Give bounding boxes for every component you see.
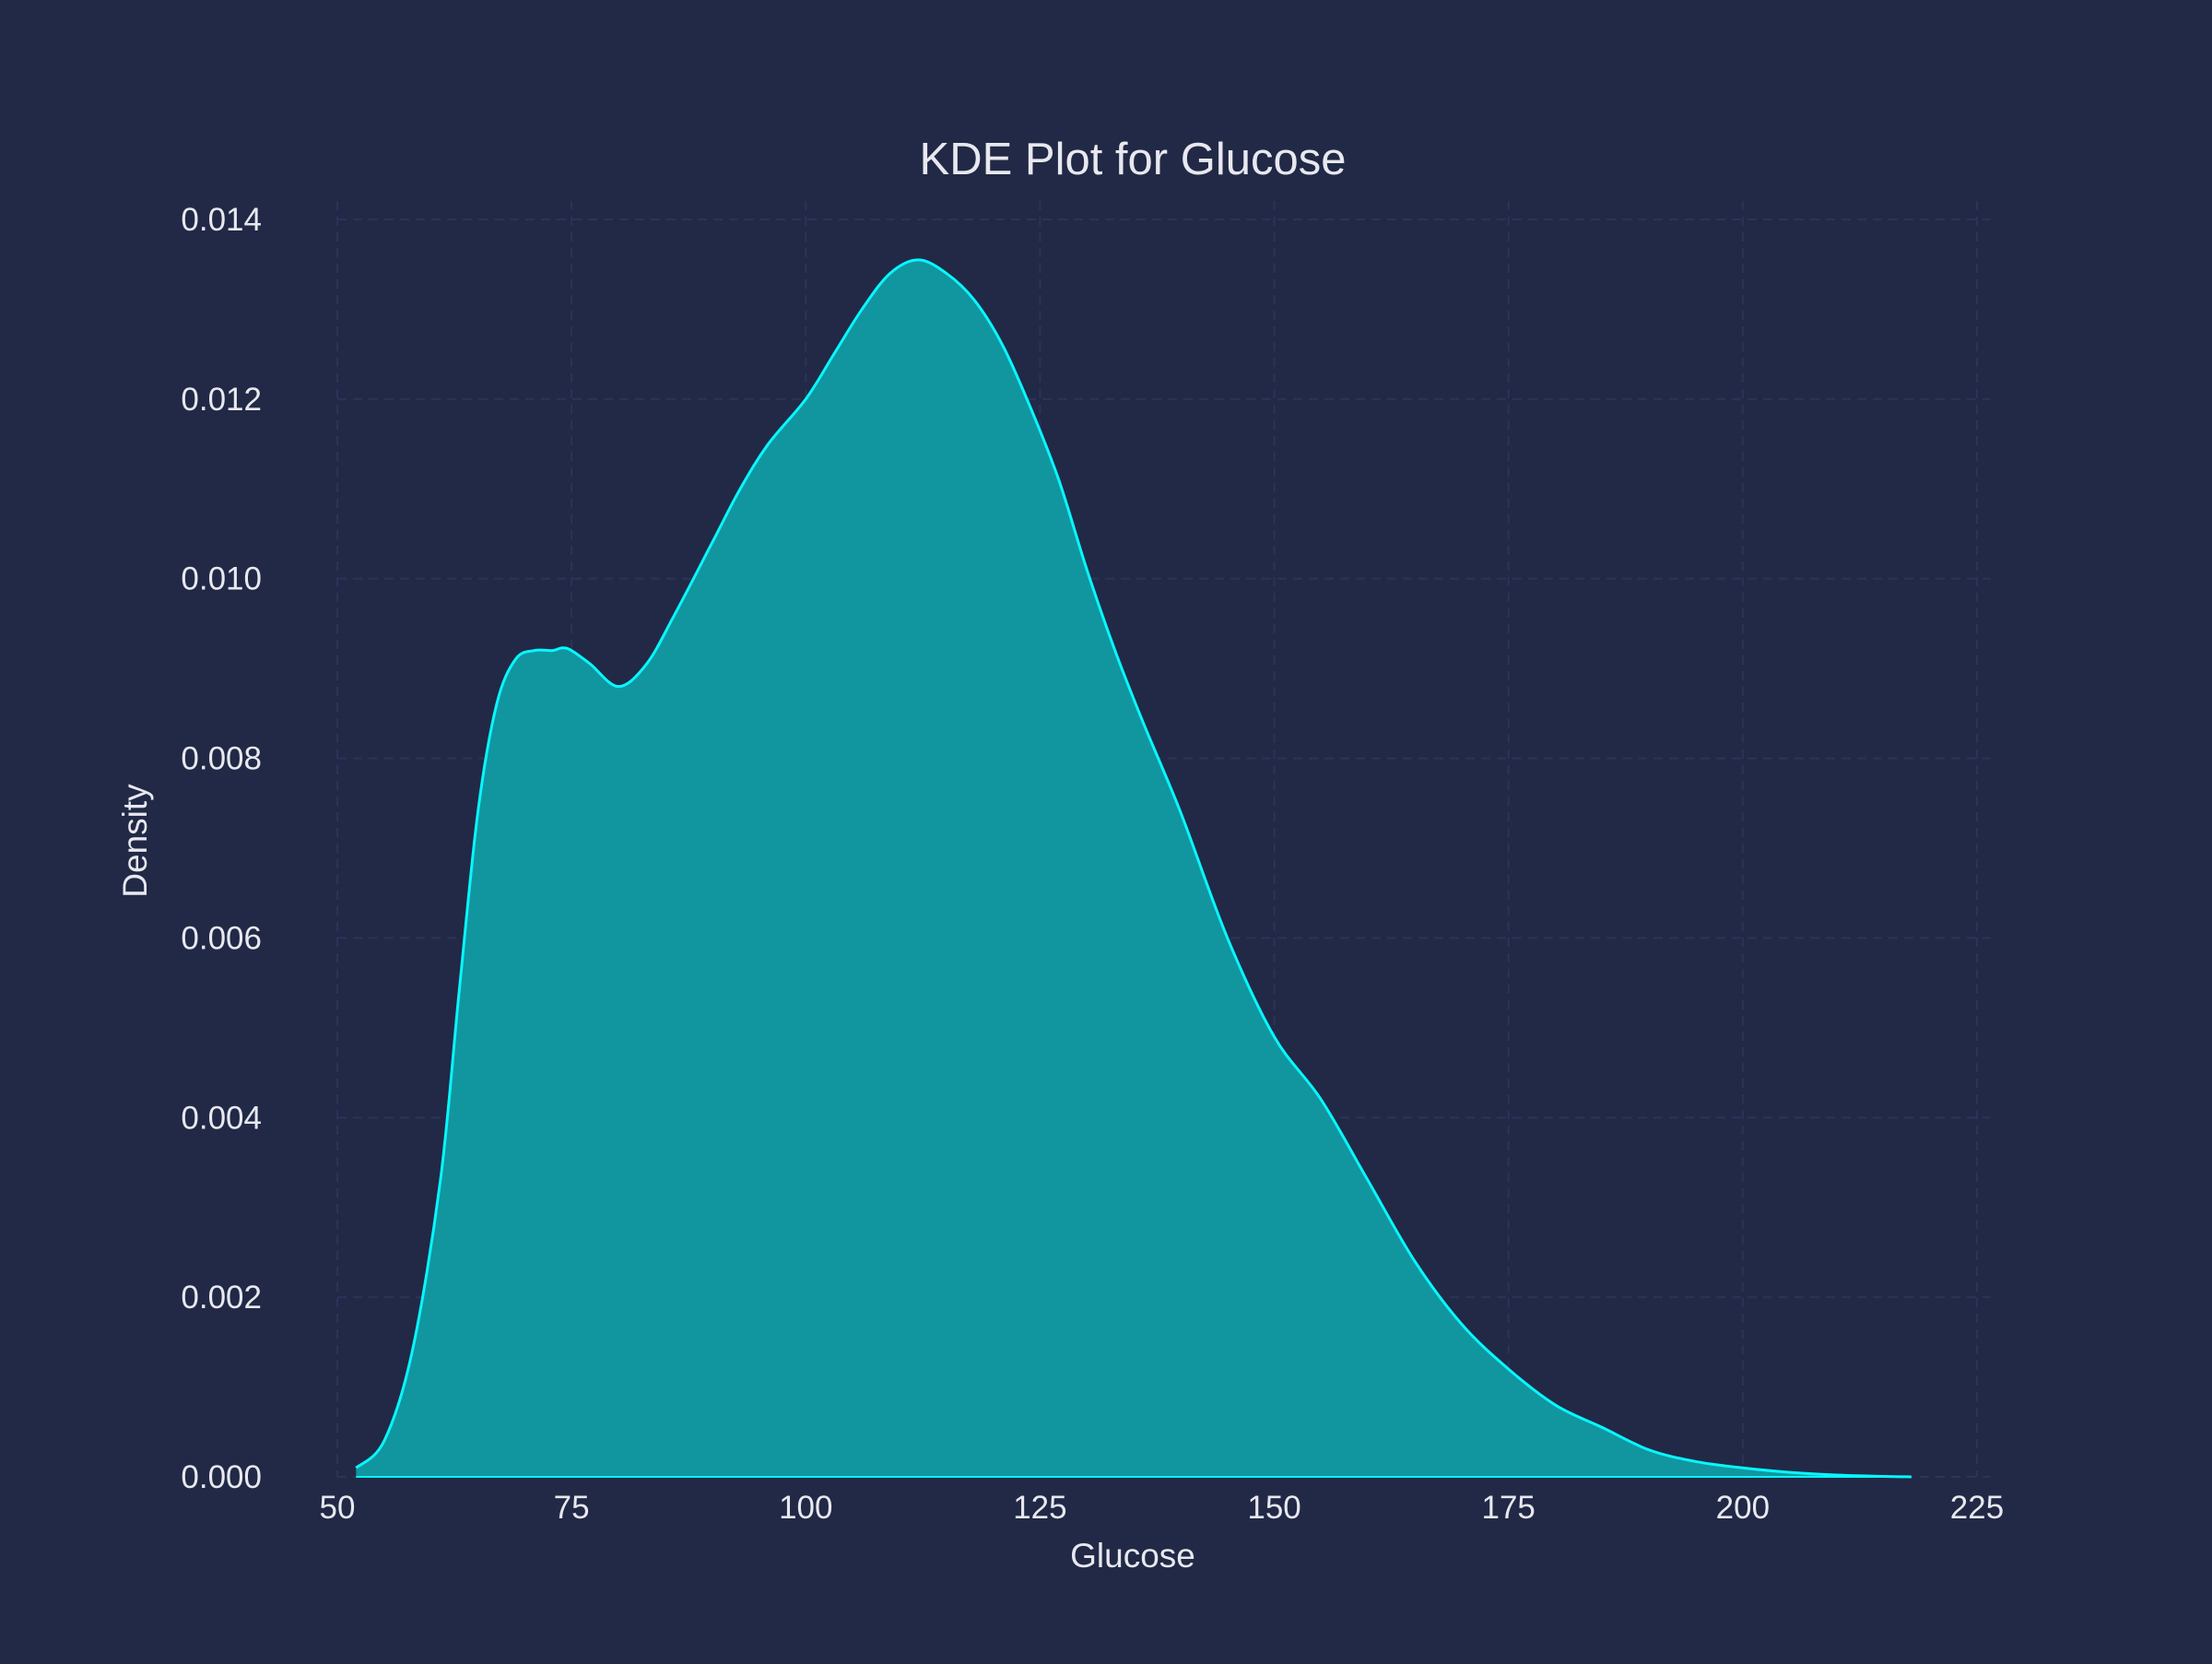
y-axis-label: Density [116, 784, 154, 898]
y-tick-label: 0.006 [181, 920, 262, 956]
kde-area-layer [355, 258, 1912, 1479]
x-tick-label: 175 [1482, 1490, 1535, 1526]
y-tick-label: 0.002 [181, 1280, 262, 1316]
x-tick-label: 50 [320, 1490, 356, 1526]
y-axis-ticks: 0.000 0.002 0.004 0.006 0.008 0.010 0.012 0.014 [181, 202, 262, 1495]
x-axis-label: Glucose [1070, 1537, 1195, 1575]
chart-title: KDE Plot for Glucose [920, 135, 1347, 184]
y-tick-label: 0.012 [181, 382, 262, 418]
y-tick-label: 0.000 [181, 1459, 262, 1495]
x-tick-label: 200 [1716, 1490, 1770, 1526]
x-tick-label: 125 [1013, 1490, 1066, 1526]
kde-density-line [355, 258, 1912, 1479]
x-tick-label: 100 [779, 1490, 832, 1526]
x-tick-label: 150 [1247, 1490, 1300, 1526]
x-tick-label: 75 [554, 1490, 590, 1526]
y-tick-label: 0.008 [181, 741, 262, 777]
y-tick-label: 0.010 [181, 561, 262, 597]
y-tick-label: 0.004 [181, 1100, 262, 1136]
x-axis-ticks: 50 75 100 125 150 175 200 225 [320, 1490, 2005, 1526]
kde-area-fill [356, 259, 1912, 1478]
x-tick-label: 225 [1950, 1490, 2004, 1526]
y-tick-label: 0.014 [181, 202, 262, 238]
